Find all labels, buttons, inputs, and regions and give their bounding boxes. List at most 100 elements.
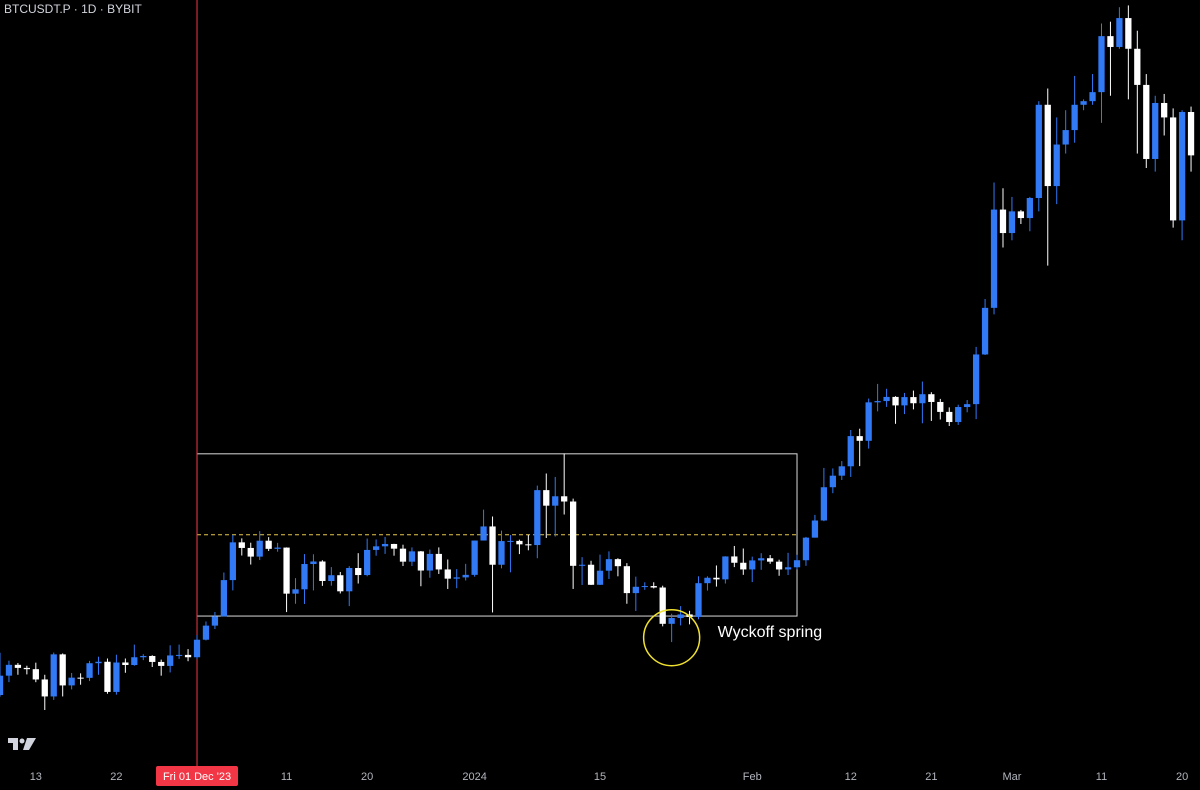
candle-body — [435, 553, 442, 570]
candle-body — [919, 394, 926, 404]
candle-body — [561, 496, 568, 502]
candle-body — [301, 564, 308, 590]
candle-body — [1053, 144, 1060, 187]
candle-body — [32, 669, 39, 680]
candle-body — [444, 569, 451, 579]
candle-body — [946, 411, 953, 423]
candle-body — [865, 402, 872, 441]
candle-body — [623, 566, 630, 594]
candle-body — [695, 583, 702, 617]
candle-body — [310, 561, 317, 565]
candle-body — [462, 574, 469, 578]
candle-body — [587, 564, 595, 585]
candle-body — [740, 562, 747, 570]
x-tick-label: 13 — [30, 771, 42, 783]
candle-body — [292, 589, 299, 594]
candle-body — [525, 544, 532, 546]
candle-body — [14, 664, 22, 668]
candle-body — [1080, 101, 1087, 105]
candle-body — [713, 577, 720, 580]
candle-body — [883, 396, 890, 402]
candle-body — [471, 540, 478, 575]
candle-body — [50, 654, 57, 697]
spring-label: Wyckoff spring — [718, 624, 822, 641]
candle-body — [596, 570, 604, 585]
candle-body — [722, 556, 729, 580]
candle-body — [1062, 130, 1069, 145]
candle-body — [1035, 104, 1042, 199]
candle-body — [193, 639, 201, 658]
candle-body — [775, 561, 783, 570]
candle-body — [1098, 36, 1105, 93]
candle-body — [820, 487, 828, 521]
candle-body — [543, 490, 550, 506]
candle-body — [122, 662, 129, 666]
candle-body — [283, 547, 290, 594]
candle-body — [892, 396, 899, 406]
candle-body — [381, 543, 389, 547]
candle-body — [202, 625, 210, 640]
candle-body — [408, 551, 416, 562]
candle-body — [1044, 104, 1051, 187]
crosshair-label-bg — [156, 766, 239, 786]
candle-body — [758, 558, 765, 561]
candle-body — [238, 542, 245, 548]
candle-body — [5, 664, 13, 676]
candle-body — [955, 407, 962, 423]
candle-body — [1116, 18, 1123, 47]
candle-body — [1152, 102, 1159, 159]
candle-body — [1170, 117, 1177, 221]
x-tick-label: Mar — [1002, 771, 1021, 783]
candle-body — [937, 401, 944, 412]
candle-body — [346, 567, 353, 592]
candle-body — [641, 586, 648, 588]
candle-body — [158, 661, 165, 666]
candle-body — [337, 575, 344, 592]
candle-body — [319, 561, 326, 582]
candle-body — [811, 520, 819, 538]
crosshair-label: Fri 01 Dec '23 — [163, 771, 231, 783]
candle-body — [59, 654, 66, 686]
candle-body — [390, 543, 398, 549]
candle-body — [41, 679, 48, 697]
candle-body — [131, 657, 138, 666]
candle-body — [928, 394, 935, 402]
candle-body — [23, 667, 30, 670]
x-tick-label: 12 — [845, 771, 857, 783]
candle-body — [802, 537, 810, 561]
x-tick-label: 2024 — [462, 771, 486, 783]
candle-body — [175, 654, 183, 656]
candle-body — [990, 209, 998, 308]
candle-body — [668, 618, 675, 624]
candle-body — [0, 675, 4, 696]
candle-body — [113, 662, 120, 692]
candle-body — [972, 354, 980, 405]
candle-body — [489, 526, 496, 565]
candle-body — [399, 548, 407, 562]
x-tick-label: Feb — [743, 771, 762, 783]
candle-body — [578, 564, 586, 566]
x-tick-label: 11 — [1096, 771, 1107, 783]
candle-body — [498, 541, 505, 565]
candle-body — [417, 551, 425, 571]
candle-body — [704, 577, 711, 584]
candle-body — [632, 586, 639, 594]
candle-body — [1161, 102, 1168, 118]
candle-body — [211, 616, 219, 626]
candle-body — [838, 466, 845, 476]
candle-body — [1017, 211, 1025, 219]
candle-body — [149, 655, 156, 662]
candle-body — [1134, 48, 1141, 85]
candle-body — [328, 575, 335, 582]
candle-body — [999, 209, 1007, 234]
candle-body — [104, 661, 111, 692]
x-tick-label: 21 — [925, 771, 937, 783]
candle-body — [167, 655, 174, 666]
candle-body — [1187, 112, 1195, 156]
x-tick-label: 20 — [361, 771, 373, 783]
candle-body — [534, 490, 541, 546]
candle-body — [1071, 104, 1078, 131]
